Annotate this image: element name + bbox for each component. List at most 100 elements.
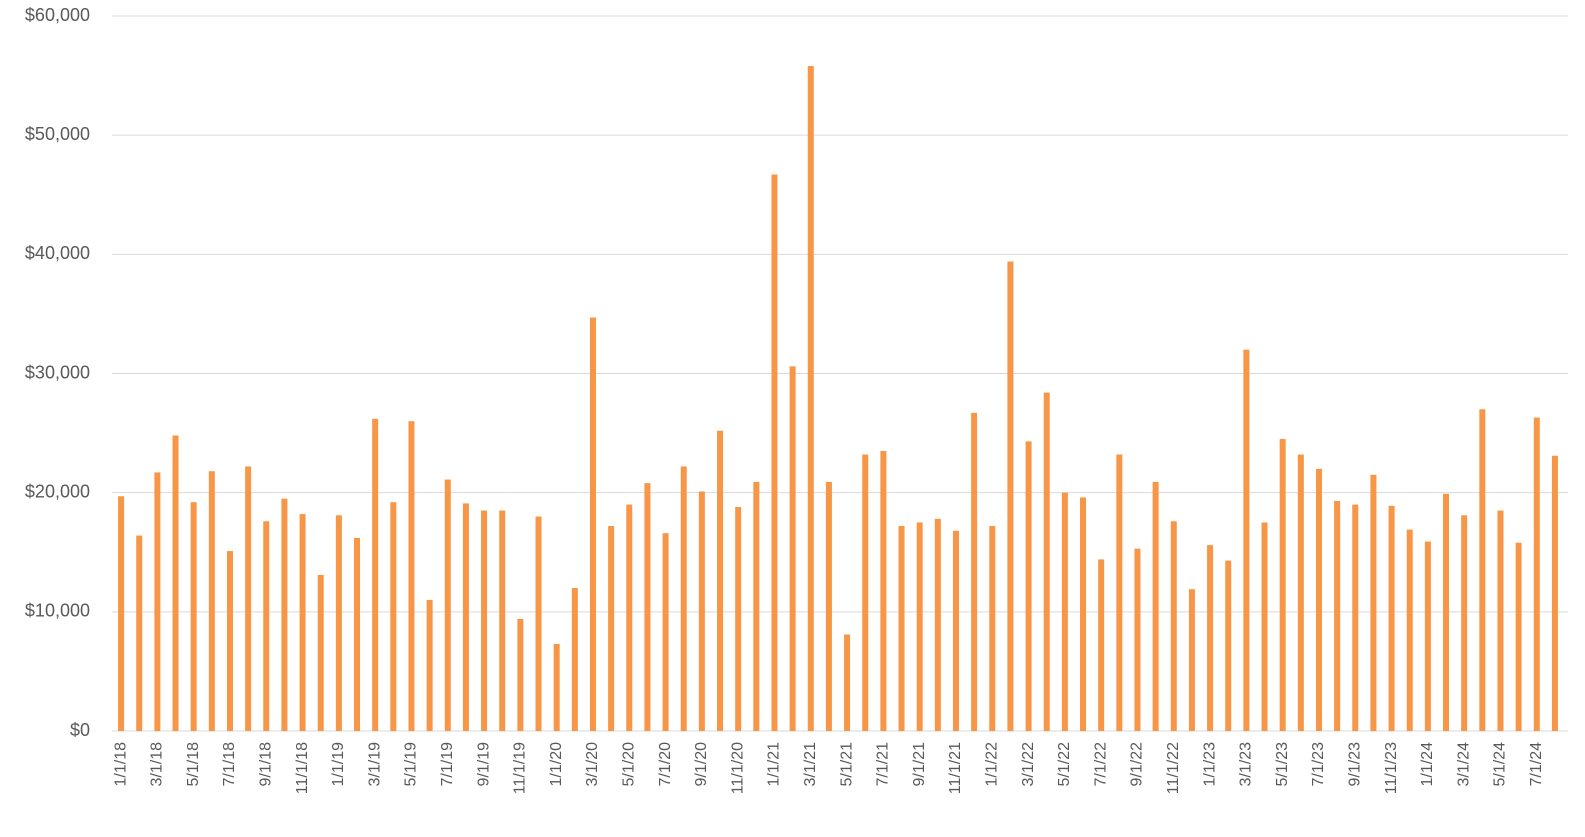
x-tick-label: 5/1/21	[838, 742, 855, 787]
x-tick-label: 7/1/23	[1310, 742, 1327, 787]
bar	[807, 66, 814, 732]
y-tick-label: $10,000	[25, 601, 90, 621]
bar	[335, 515, 342, 731]
bar	[354, 537, 361, 731]
x-tick-label: 11/1/20	[729, 742, 746, 794]
bar	[444, 479, 451, 731]
x-tick-label: 9/1/22	[1129, 742, 1146, 787]
bar	[735, 506, 742, 731]
bar	[299, 514, 306, 731]
x-tick-label: 7/1/19	[439, 742, 456, 787]
bar	[553, 644, 560, 731]
bar	[1479, 409, 1486, 731]
bar	[698, 491, 705, 731]
bar	[789, 366, 796, 731]
bar	[1170, 521, 1177, 731]
x-tick-label: 11/1/21	[947, 742, 964, 794]
bar	[662, 533, 669, 731]
y-tick-label: $50,000	[25, 124, 90, 144]
x-tick-label: 3/1/23	[1238, 742, 1255, 787]
bar	[154, 472, 161, 731]
x-tick-label: 9/1/23	[1346, 742, 1363, 787]
bar	[245, 466, 252, 731]
bar	[190, 502, 197, 731]
bar	[771, 174, 778, 731]
x-tick-label: 5/1/20	[620, 742, 637, 787]
x-tick-label: 5/1/24	[1492, 742, 1509, 787]
bar	[462, 503, 469, 731]
bar	[680, 466, 687, 731]
x-tick-label: 1/1/19	[330, 742, 347, 787]
x-tick-label: 5/1/23	[1274, 742, 1291, 787]
bar	[481, 510, 488, 731]
bar	[571, 588, 578, 731]
bar	[1443, 493, 1450, 731]
bar	[1315, 468, 1322, 731]
y-tick-label: $60,000	[25, 5, 90, 25]
y-tick-label: $30,000	[25, 362, 90, 382]
x-tick-label: 7/1/20	[657, 742, 674, 787]
bar	[136, 535, 143, 731]
x-tick-label: 9/1/20	[693, 742, 710, 787]
bar	[1116, 454, 1123, 731]
bar	[1461, 515, 1468, 731]
bar	[589, 317, 596, 731]
x-tick-label: 1/1/22	[983, 742, 1000, 787]
bar	[1497, 510, 1504, 731]
bar	[1515, 542, 1522, 731]
bar	[1134, 548, 1141, 731]
x-tick-label: 1/1/24	[1419, 742, 1436, 787]
x-tick-label: 5/1/22	[1056, 742, 1073, 787]
x-tick-label: 7/1/21	[875, 742, 892, 787]
bar	[1297, 454, 1304, 731]
bar	[1152, 481, 1159, 731]
bar	[934, 518, 941, 731]
bar	[952, 530, 959, 731]
x-tick-label: 11/1/22	[1165, 742, 1182, 794]
bar	[1098, 559, 1105, 731]
x-tick-label: 11/1/23	[1383, 742, 1400, 794]
x-tick-label: 9/1/19	[475, 742, 492, 787]
bar	[1080, 497, 1087, 731]
x-tick-label: 7/1/24	[1528, 742, 1545, 787]
bar	[263, 521, 270, 731]
bar	[626, 504, 633, 731]
bar	[372, 418, 379, 731]
bar	[1533, 417, 1540, 731]
bar	[898, 526, 905, 731]
x-tick-label: 7/1/22	[1092, 742, 1109, 787]
bar	[717, 430, 724, 731]
bar	[408, 421, 415, 731]
bar	[1370, 474, 1377, 731]
bar	[1243, 349, 1250, 731]
x-tick-label: 5/1/19	[403, 742, 420, 787]
bar	[825, 481, 832, 731]
bar	[1406, 529, 1413, 731]
bar	[535, 516, 542, 731]
y-tick-label: $0	[70, 720, 90, 740]
x-tick-label: 1/1/23	[1201, 742, 1218, 787]
bar	[1025, 441, 1032, 731]
bar	[1061, 492, 1068, 731]
bar	[1388, 505, 1395, 731]
bar	[1188, 589, 1195, 731]
bar	[916, 522, 923, 731]
bar	[317, 574, 324, 731]
bar	[1279, 439, 1286, 731]
x-tick-label: 1/1/18	[112, 742, 129, 787]
bar	[1043, 392, 1050, 731]
bar	[880, 450, 887, 731]
x-tick-label: 1/1/21	[766, 742, 783, 787]
bar	[1424, 541, 1431, 731]
y-tick-label: $20,000	[25, 481, 90, 501]
x-tick-label: 3/1/20	[584, 742, 601, 787]
x-tick-label: 11/1/19	[512, 742, 529, 794]
x-tick-label: 3/1/19	[366, 742, 383, 787]
bar	[426, 599, 433, 731]
bar	[1551, 455, 1558, 731]
x-tick-label: 3/1/18	[149, 742, 166, 787]
bar	[989, 526, 996, 731]
x-tick-label: 1/1/20	[548, 742, 565, 787]
bar	[644, 483, 651, 731]
bar	[172, 435, 179, 731]
